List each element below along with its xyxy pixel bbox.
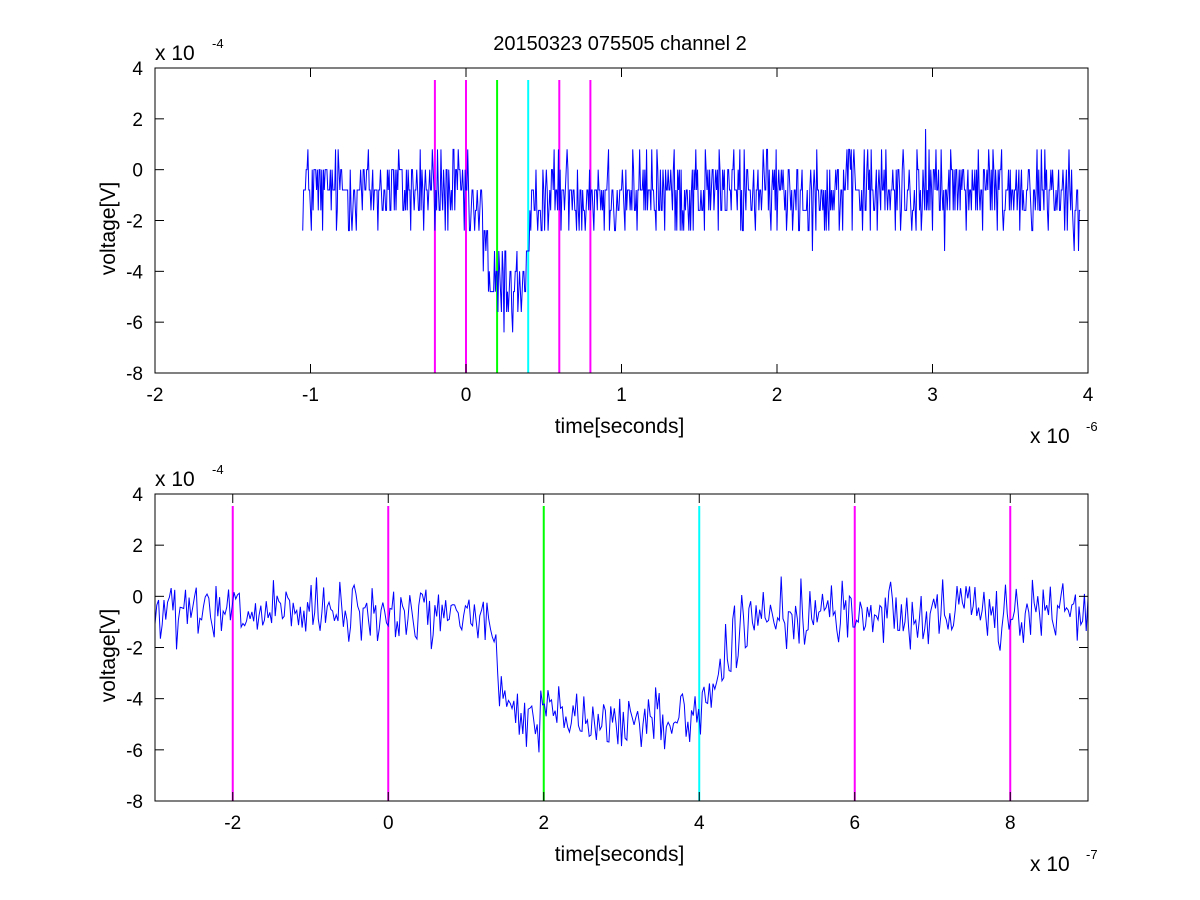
top-y-tick-label-1: -6 (126, 313, 143, 334)
top-y-tick-label-4: 0 (132, 161, 143, 182)
top-x-exponent: x 10 -6 (1030, 419, 1098, 448)
top-y-exponent-base: x 10 (155, 42, 195, 65)
top-signal-line (302, 128, 1081, 333)
bottom-x-tick-label-4: 6 (849, 813, 860, 834)
bottom-x-tick-label-5: 8 (1005, 813, 1016, 834)
bottom-y-tick-label-3: -2 (126, 639, 143, 660)
bottom-x-tick-labels: -2 0 2 4 6 8 (224, 813, 1015, 834)
bottom-x-exponent-power: -7 (1086, 847, 1098, 862)
bottom-y-exponent: x 10 -4 (155, 462, 224, 491)
top-y-exponent-power: -4 (212, 36, 224, 51)
bottom-y-tick-label-4: 0 (132, 587, 143, 608)
bottom-y-exponent-power: -4 (212, 462, 224, 477)
bottom-y-tick-label-1: -6 (126, 741, 143, 762)
top-x-tick-label-4: 2 (772, 385, 783, 406)
top-x-tick-label-1: -1 (302, 385, 319, 406)
bottom-x-tick-label-2: 2 (538, 813, 549, 834)
bottom-x-tick-label-3: 4 (694, 813, 705, 834)
top-x-tick-label-5: 3 (927, 385, 938, 406)
top-y-tick-label-2: -4 (126, 262, 143, 283)
top-y-tick-labels: -8 -6 -4 -2 0 2 4 (126, 59, 143, 385)
bottom-x-exponent: x 10 -7 (1030, 847, 1098, 876)
bottom-x-tick-label-0: -2 (224, 813, 241, 834)
bottom-x-exponent-base: x 10 (1030, 853, 1070, 876)
top-x-axis-label: time[seconds] (555, 415, 685, 438)
bottom-subplot: -2 0 2 4 6 8 -8 -6 -4 -2 0 2 4 time[seconds] voltag… (97, 462, 1098, 876)
top-x-exponent-base: x 10 (1030, 425, 1070, 448)
top-y-tick-label-3: -2 (126, 212, 143, 233)
figure-title: 20150323 075505 channel 2 (493, 33, 747, 55)
bottom-axis-ticks (155, 493, 1088, 802)
top-y-exponent: x 10 -4 (155, 36, 224, 65)
top-y-tick-label-6: 4 (132, 59, 143, 80)
top-y-axis-label: voltage[V] (97, 182, 120, 275)
top-x-tick-label-0: -2 (147, 385, 164, 406)
bottom-y-axis-label: voltage[V] (97, 609, 120, 702)
top-y-tick-label-5: 2 (132, 110, 143, 131)
top-subplot: -2 -1 0 1 2 3 4 -8 -6 -4 -2 0 2 4 time[seconds] volt… (97, 36, 1098, 448)
top-x-tick-label-3: 1 (616, 385, 627, 406)
bottom-signal-line (154, 576, 1089, 753)
bottom-x-axis-label: time[seconds] (555, 843, 685, 866)
top-x-tick-label-6: 4 (1083, 385, 1094, 406)
top-event-markers (433, 80, 592, 373)
bottom-y-tick-label-5: 2 (132, 536, 143, 557)
top-x-tick-labels: -2 -1 0 1 2 3 4 (147, 385, 1094, 406)
top-axis-ticks (154, 67, 1089, 374)
bottom-y-tick-label-2: -4 (126, 690, 143, 711)
bottom-event-markers (231, 506, 1012, 801)
top-signal-trace (302, 128, 1081, 333)
top-x-tick-label-2: 0 (461, 385, 472, 406)
top-y-tick-label-0: -8 (126, 364, 143, 385)
bottom-x-tick-label-1: 0 (383, 813, 394, 834)
top-x-exponent-power: -6 (1086, 419, 1098, 434)
bottom-y-exponent-base: x 10 (155, 468, 195, 491)
bottom-signal-trace (154, 576, 1089, 753)
bottom-y-tick-labels: -8 -6 -4 -2 0 2 4 (126, 485, 143, 813)
bottom-y-tick-label-6: 4 (132, 485, 143, 506)
bottom-y-tick-label-0: -8 (126, 792, 143, 813)
